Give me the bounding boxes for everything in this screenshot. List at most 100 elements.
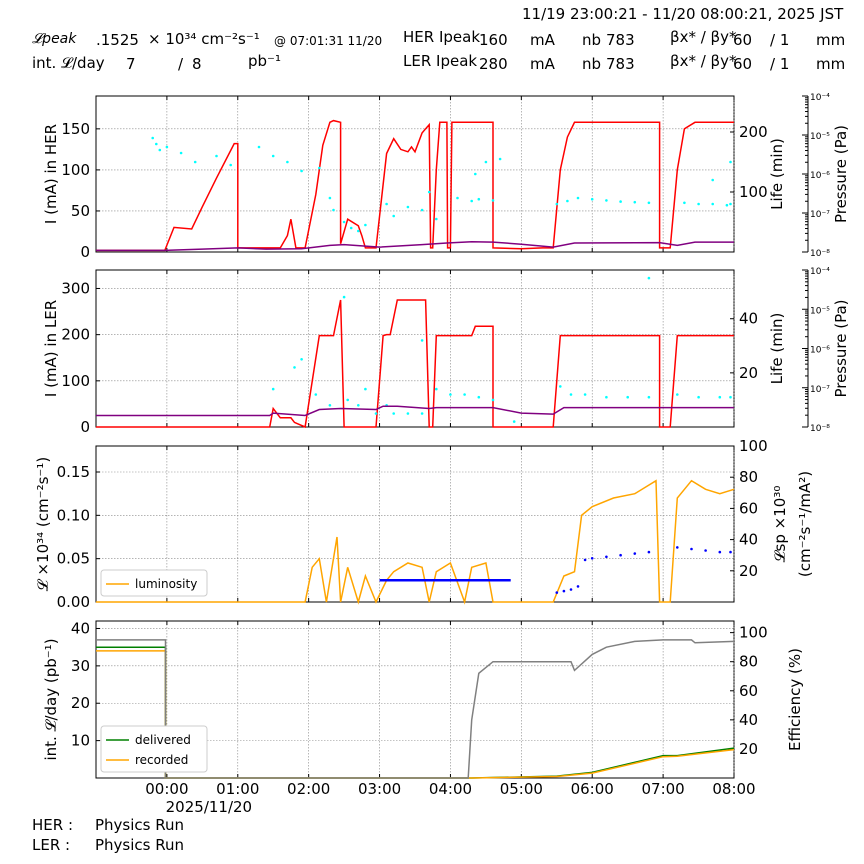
data-point-life — [697, 202, 700, 206]
data-point-life — [491, 199, 495, 202]
data-point-life — [328, 404, 332, 407]
ler-status-label: LER : — [32, 836, 71, 854]
y3-tick-label: 10⁻⁵ — [810, 132, 830, 142]
data-point-life — [392, 214, 396, 218]
y3-tick-label: 10⁻⁵ — [810, 306, 830, 316]
panel-intlumi: 10 20 30 40 int. 𝓛/day (pb⁻¹) 20 40 60 80 100 Effi… — [42, 619, 804, 816]
series-line-current — [96, 299, 734, 429]
panel-lumi: 0.00 0.05 0.10 0.15 𝓛 ×10³⁴ (cm⁻²s⁻¹) 20 40 60 8… — [34, 437, 814, 611]
her-nb-value: 783 — [606, 31, 635, 49]
data-point-life — [484, 160, 488, 164]
data-point-specific — [633, 552, 637, 555]
data-point-life — [300, 358, 303, 361]
data-point-life — [318, 166, 321, 170]
her-ipeak-unit: mA — [530, 31, 555, 49]
y-tick-label: 150 — [61, 120, 90, 138]
data-point-life — [555, 202, 559, 206]
y-tick-label: 0.15 — [57, 463, 90, 481]
data-point-life — [683, 201, 686, 205]
data-point-life — [498, 157, 502, 161]
data-point-life — [427, 190, 431, 194]
y2-axis-label: Life (min) — [768, 313, 786, 385]
x-tick-label: 02:00 — [287, 780, 330, 798]
y-tick-label: 0.05 — [57, 550, 90, 568]
y2-tick-label: 20 — [739, 740, 758, 758]
data-point-life — [257, 145, 261, 149]
data-point-life — [392, 412, 396, 415]
data-point-life — [729, 395, 732, 399]
intlumi-label: int. 𝓛/day — [32, 54, 105, 72]
data-point-life — [569, 393, 573, 396]
data-point-specific — [647, 550, 651, 554]
y2-tick-label: 80 — [739, 468, 758, 486]
data-point-life — [491, 398, 495, 402]
data-point-life — [729, 202, 732, 206]
her-status-value: Physics Run — [95, 816, 185, 834]
data-point-life — [332, 208, 335, 212]
y-tick-label: 30 — [71, 657, 90, 675]
plot-frame-ler — [95, 269, 735, 428]
data-point-life — [271, 154, 275, 158]
x-tick-label: 03:00 — [358, 780, 401, 798]
y-tick-label: 200 — [61, 326, 90, 344]
data-point-life — [364, 223, 367, 227]
data-point-life — [357, 229, 360, 233]
y-tick-label: 0.10 — [57, 506, 90, 524]
y-axis-label: I (mA) in LER — [42, 300, 60, 397]
data-point-life — [676, 393, 679, 396]
lpeak-label: 𝓛peak — [32, 31, 77, 47]
y-tick-label: 50 — [71, 202, 90, 220]
ler-nb-value: 783 — [606, 55, 635, 73]
her-beta-unit: mm — [816, 31, 846, 49]
data-point-life — [605, 395, 608, 399]
intlumi-unit: pb⁻¹ — [248, 52, 281, 70]
data-point-life — [271, 387, 275, 391]
y2-axis-label: 𝓛sp ×10³⁰ — [771, 486, 789, 563]
y2-tick-label: 60 — [739, 499, 758, 517]
lpeak-time: @ 07:01:31 11/20 — [274, 34, 383, 48]
y3-tick-label: 10⁻⁴ — [810, 93, 830, 103]
data-point-specific — [676, 546, 679, 549]
data-point-life — [463, 393, 466, 396]
x-tick-label: 05:00 — [500, 780, 543, 798]
data-point-life — [406, 412, 410, 415]
data-point-life — [346, 398, 350, 402]
data-point-life — [474, 172, 477, 176]
x-tick-label: 08:00 — [712, 780, 755, 798]
y2-tick-label: 40 — [739, 310, 758, 328]
ler-status-value: Physics Run — [95, 836, 185, 854]
series-line-efficiency — [96, 639, 735, 779]
ler-beta-label: βx* / βy* — [670, 52, 737, 70]
data-point-life — [151, 136, 154, 140]
data-point-life — [179, 151, 183, 155]
data-point-life — [449, 393, 452, 396]
y-tick-label: 10 — [71, 732, 90, 750]
her-ipeak-label: HER Ipeak — [403, 28, 480, 46]
data-point-life — [647, 276, 651, 280]
data-point-life — [155, 142, 158, 146]
y2-tick-label: 40 — [739, 531, 758, 549]
her-ipeak-value: 160 — [479, 31, 508, 49]
data-point-life — [165, 145, 169, 149]
data-point-life — [718, 395, 722, 399]
data-point-life — [364, 387, 367, 391]
data-point-specific — [718, 550, 722, 554]
ler-betay-value: / 1 — [770, 55, 790, 73]
data-point-specific — [690, 547, 693, 551]
data-point-life — [435, 387, 438, 391]
ler-beta-unit: mm — [816, 55, 846, 73]
y-tick-label: 100 — [61, 161, 90, 179]
data-point-life — [590, 197, 594, 201]
data-point-life — [349, 226, 353, 230]
data-point-life — [420, 412, 424, 415]
data-point-life — [470, 199, 474, 203]
data-point-life — [420, 208, 424, 212]
lpeak-value: .1525 — [96, 31, 139, 49]
data-point-life — [158, 148, 162, 152]
y-axis-label: 𝓛 ×10³⁴ (cm⁻²s⁻¹) — [34, 457, 52, 591]
data-point-specific — [619, 553, 622, 557]
her-betay-value: / 1 — [770, 31, 790, 49]
lpeak-unit: × 10³⁴ cm⁻²s⁻¹ — [148, 30, 260, 48]
